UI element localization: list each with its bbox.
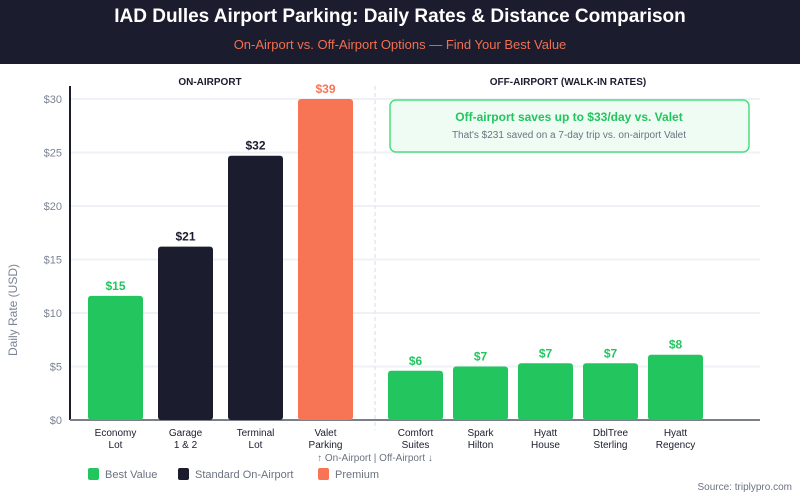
chart-header: IAD Dulles Airport Parking: Daily Rates … bbox=[0, 0, 800, 64]
savings-callout-box bbox=[389, 99, 750, 153]
x-tick-label: Hyatt bbox=[534, 428, 558, 439]
data-label: $32 bbox=[245, 139, 265, 153]
x-tick-label: Lot bbox=[109, 440, 123, 451]
bar bbox=[388, 370, 443, 420]
bar bbox=[228, 155, 283, 420]
x-tick-label: Suites bbox=[402, 440, 430, 451]
bar bbox=[518, 363, 573, 420]
x-tick-label: Valet bbox=[314, 428, 336, 439]
x-tick-label: Spark bbox=[467, 428, 494, 439]
y-tick-label: $20 bbox=[44, 201, 62, 213]
chart-subtitle: On-Airport vs. Off-Airport Options — Fin… bbox=[233, 37, 567, 52]
data-label: $7 bbox=[539, 346, 553, 360]
x-tick-label: Lot bbox=[249, 440, 263, 451]
y-tick-label: $5 bbox=[50, 362, 62, 374]
source-note: Source: triplypro.com bbox=[697, 482, 792, 493]
y-tick-label: $25 bbox=[44, 148, 62, 160]
legend-swatch bbox=[88, 468, 99, 480]
divider-note: ↑ On-Airport | Off-Airport ↓ bbox=[317, 453, 433, 464]
data-label: $7 bbox=[474, 350, 488, 364]
x-tick-label: House bbox=[531, 440, 560, 451]
group-header: ON-AIRPORT bbox=[178, 77, 241, 88]
bar bbox=[88, 295, 143, 420]
x-tick-label: 1 & 2 bbox=[174, 440, 198, 451]
legend-label: Best Value bbox=[105, 469, 157, 481]
x-tick-label: Garage bbox=[169, 428, 203, 439]
legend-label: Standard On-Airport bbox=[195, 469, 293, 481]
legend-swatch bbox=[318, 468, 329, 480]
savings-callout-detail: That's $231 saved on a 7-day trip vs. on… bbox=[452, 130, 686, 141]
x-tick-label: Regency bbox=[656, 440, 695, 451]
bar bbox=[583, 363, 638, 420]
x-tick-label: Economy bbox=[95, 428, 137, 439]
legend-label: Premium bbox=[335, 469, 379, 481]
group-header: OFF-AIRPORT (WALK-IN RATES) bbox=[490, 77, 646, 88]
data-label: $15 bbox=[105, 279, 125, 293]
y-axis-label: Daily Rate (USD) bbox=[6, 264, 20, 356]
legend-swatch bbox=[178, 468, 189, 480]
y-tick-label: $30 bbox=[44, 94, 62, 106]
data-label: $39 bbox=[315, 82, 335, 96]
bar bbox=[298, 99, 353, 420]
x-tick-label: Terminal bbox=[237, 428, 275, 439]
y-tick-label: $0 bbox=[50, 415, 62, 427]
bar bbox=[648, 354, 703, 420]
x-tick-label: DblTree bbox=[593, 428, 629, 439]
x-tick-label: Hyatt bbox=[664, 428, 688, 439]
x-tick-label: Hilton bbox=[468, 440, 494, 451]
x-tick-label: Sterling bbox=[594, 440, 628, 451]
data-label: $21 bbox=[175, 230, 195, 244]
x-tick-label: Comfort bbox=[398, 428, 434, 439]
bar bbox=[158, 246, 213, 420]
data-label: $6 bbox=[409, 354, 423, 368]
bar bbox=[453, 366, 508, 420]
data-label: $7 bbox=[604, 346, 618, 360]
y-tick-label: $15 bbox=[44, 255, 62, 267]
savings-callout-headline: Off-airport saves up to $33/day vs. Vale… bbox=[455, 110, 682, 124]
x-tick-label: Parking bbox=[309, 440, 343, 451]
data-label: $8 bbox=[669, 338, 683, 352]
chart-title: IAD Dulles Airport Parking: Daily Rates … bbox=[114, 6, 686, 27]
y-tick-label: $10 bbox=[44, 308, 62, 320]
